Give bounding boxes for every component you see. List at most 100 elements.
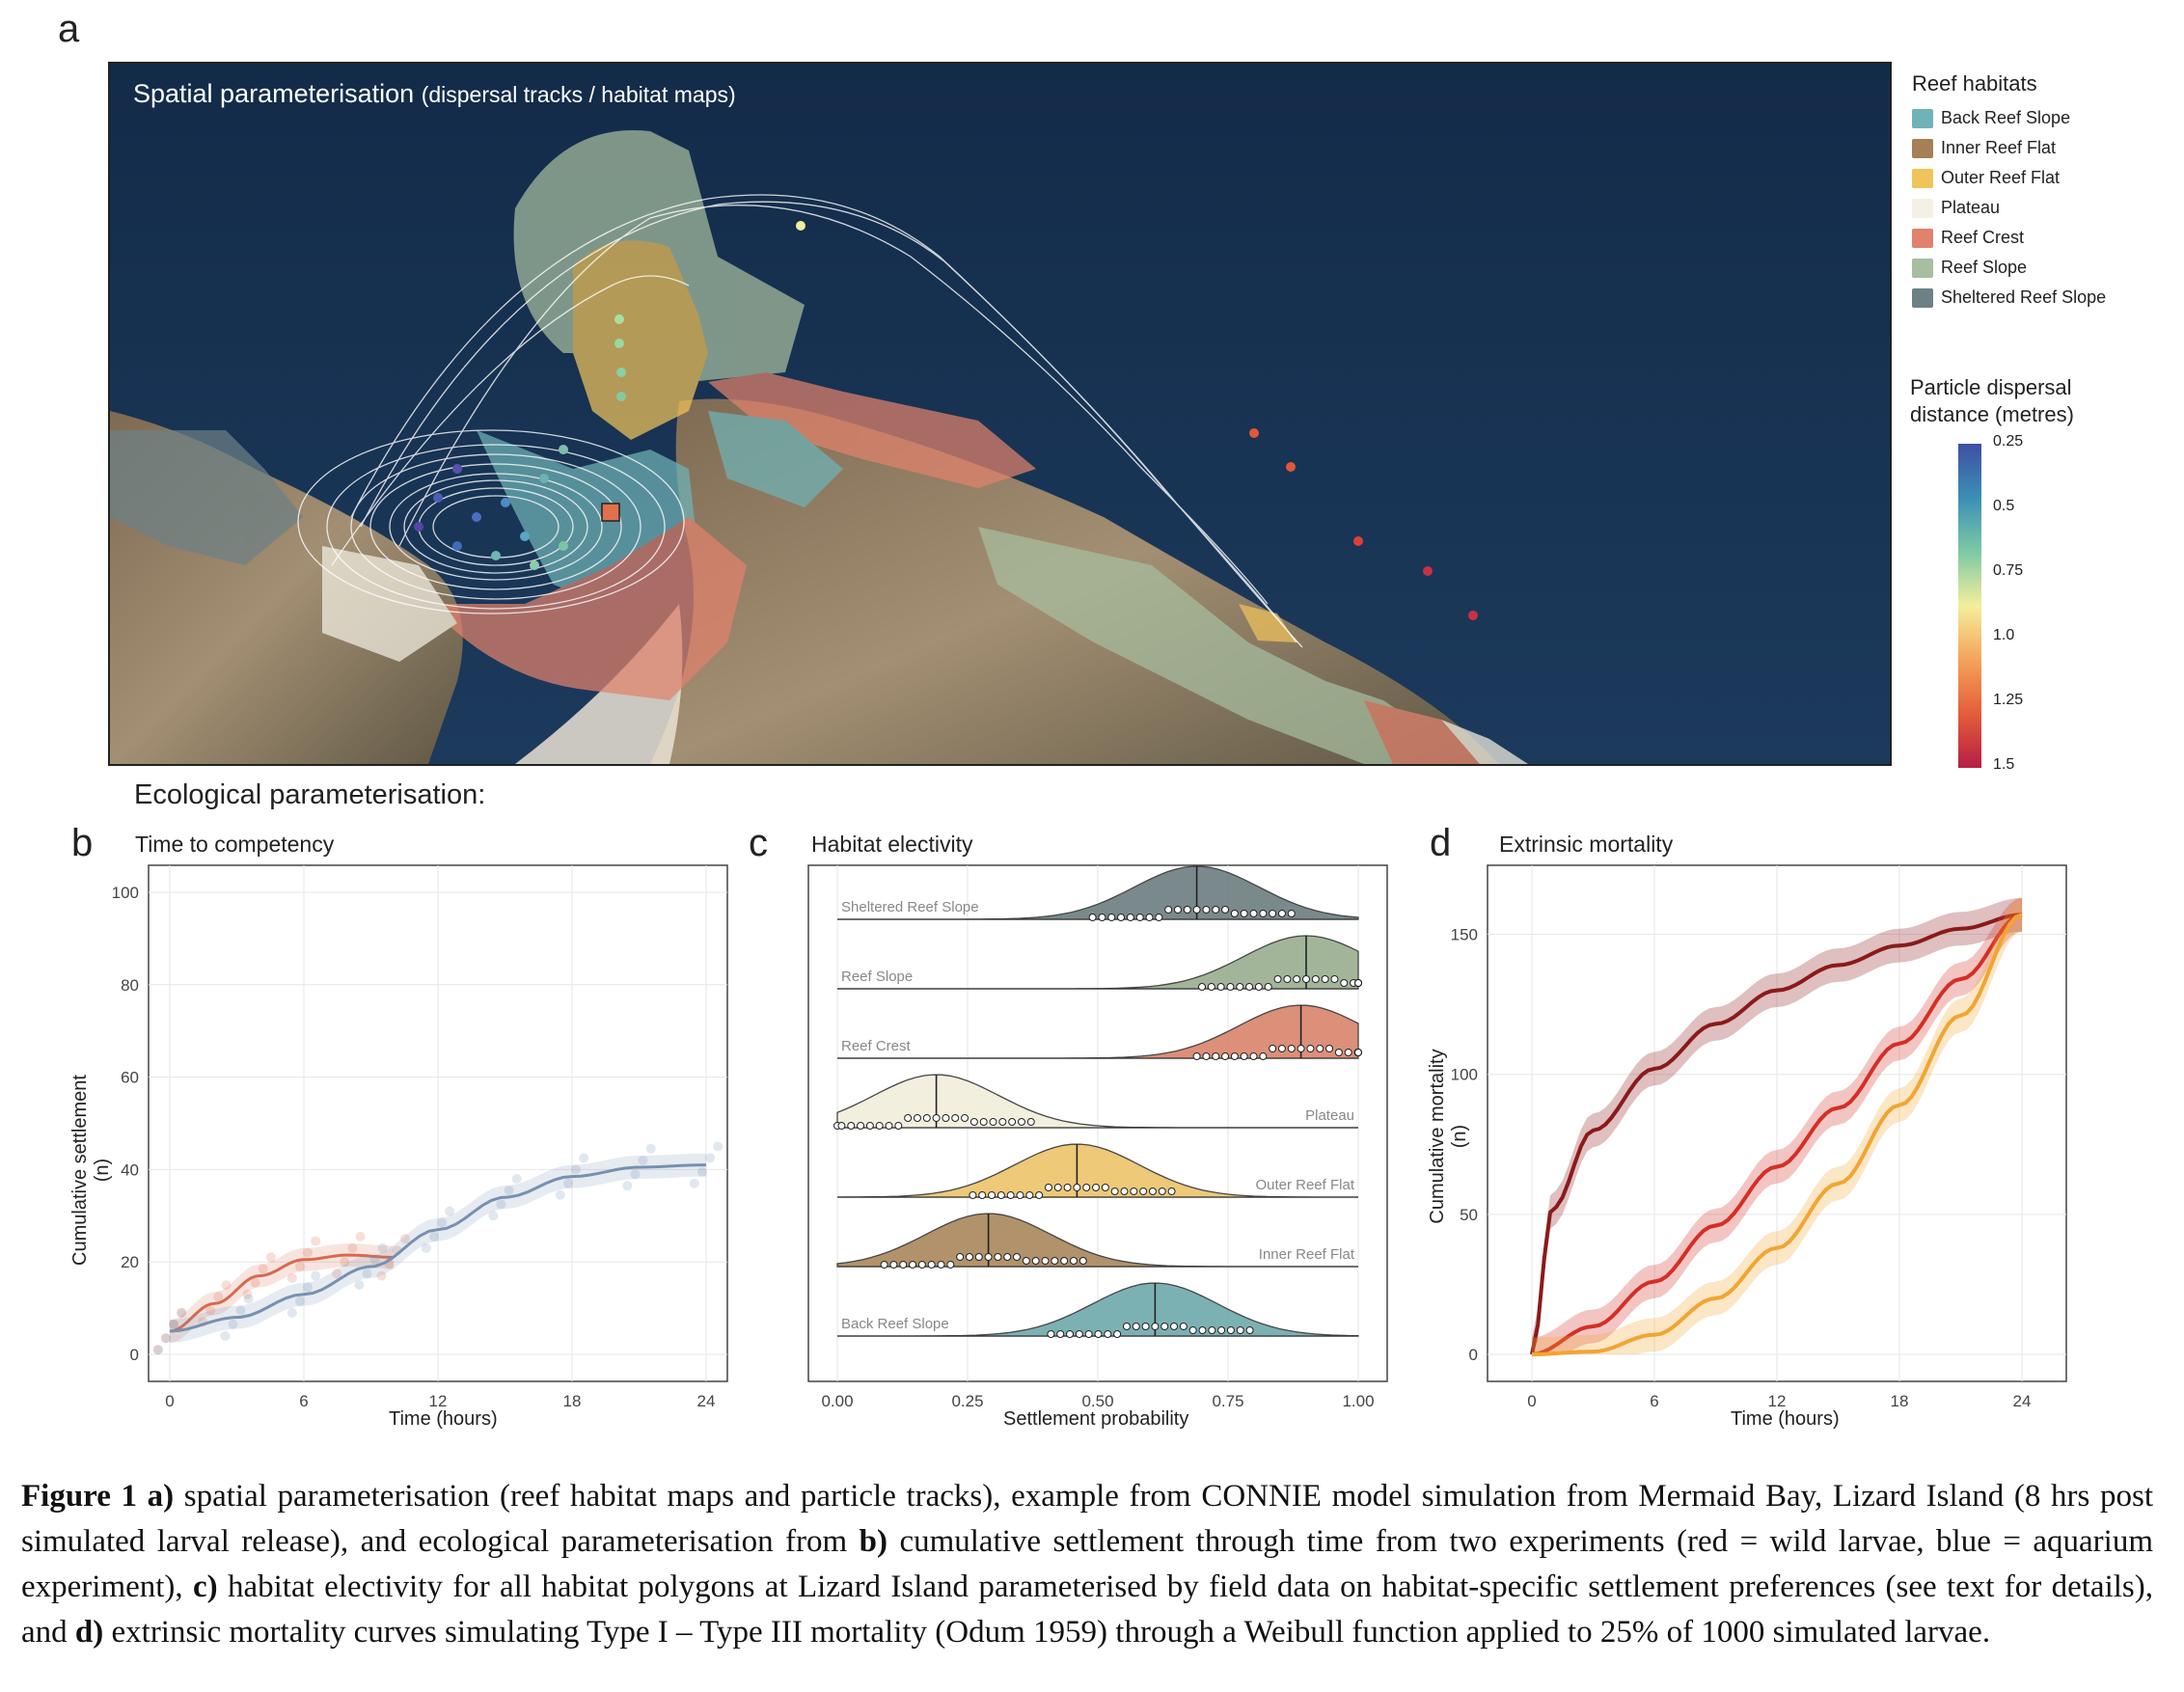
jitter-point [1126,914,1134,921]
data-point [152,1345,163,1355]
jitter-point [1060,1257,1069,1265]
jitter-point [1188,1326,1197,1334]
x-tick-label: 0.50 [1081,1392,1113,1410]
jitter-point [1273,975,1282,983]
y-tick-label: 20 [121,1253,139,1271]
jitter-point [1183,906,1191,914]
ridge-label: Inner Reef Flat [1259,1246,1355,1263]
y-tick-label: 60 [121,1069,139,1087]
jitter-point [913,1114,921,1122]
jitter-point [1221,906,1230,914]
legend-swatch [1912,139,1933,159]
jitter-point [847,1122,856,1130]
legend-label: Reef Slope [1941,258,2028,277]
jitter-point [880,1261,888,1269]
ridge-label: Plateau [1305,1107,1354,1124]
data-point [177,1307,187,1318]
jitter-point [909,1261,917,1269]
jitter-point [1344,1049,1352,1056]
jitter-point [989,1118,997,1126]
jitter-point [1316,1045,1324,1052]
data-point [377,1242,388,1253]
jitter-point [994,1253,1002,1261]
jitter-point [1192,906,1201,914]
data-point [243,1294,254,1304]
legend-item-reef-slope: Reef Slope [1912,258,2027,283]
data-point [340,1257,350,1268]
map-title-sub: (dispersal tracks / habitat maps) [421,82,736,107]
jitter-point [1022,1257,1030,1265]
legend-title: Reef habitats [1912,71,2037,96]
jitter-point [1088,914,1097,921]
confidence-band [170,1243,394,1343]
data-point [622,1181,633,1191]
colorbar-title-line2: distance (metres) [1910,402,2074,426]
legend-label: Reef Crest [1941,228,2025,247]
data-point [160,1333,171,1344]
jitter-point [837,1122,846,1130]
jitter-point [946,1261,955,1269]
jitter-point [1230,910,1239,917]
legend-item-inner-reef-flat: Inner Reef Flat [1912,138,2056,163]
jitter-point [1354,979,1362,987]
jitter-point [1155,914,1163,921]
panel-c-title: Habitat electivity [811,832,973,857]
jitter-point [1098,914,1106,921]
jitter-point [1198,1326,1207,1334]
jitter-point [1035,1191,1044,1199]
jitter-point [1325,1045,1334,1052]
x-tick-label: 12 [429,1392,448,1410]
legend-label: Plateau [1941,198,2001,217]
series-line [1531,913,2023,1356]
caption-text-4: extrinsic mortality curves simulating Ty… [103,1615,1991,1650]
panel-d-title: Extrinsic mortality [1499,832,1674,857]
jitter-point [1230,1052,1239,1060]
data-point [511,1173,522,1184]
jitter-point [1031,1257,1040,1265]
jitter-point [937,1261,945,1269]
series-line [1531,913,2023,1356]
jitter-point [1026,1118,1035,1126]
x-tick-label: 0 [165,1392,174,1410]
map-title-main: Spatial parameterisation [133,79,415,108]
legend-label: Back Reef Slope [1941,108,2071,127]
jitter-point [1078,1257,1087,1265]
jitter-point [1208,1326,1216,1334]
ridge-label: Outer Reef Flat [1255,1177,1354,1193]
jitter-point [1107,914,1116,921]
colorbar-tick: 1.25 [1993,692,2024,708]
jitter-point [1092,1184,1101,1191]
data-point [376,1270,387,1281]
jitter-point [1170,1323,1179,1330]
caption-text-3: habitat electivity for all habitat polyg… [21,1569,2153,1650]
data-point [421,1242,431,1253]
data-point [250,1277,260,1288]
panel-b-title: Time to competency [135,832,335,857]
jitter-point [1354,1049,1362,1056]
jitter-point [1006,1191,1015,1199]
x-tick-label: 1.00 [1342,1392,1374,1410]
jitter-point [1017,1118,1025,1126]
ridge-density [836,1143,1358,1198]
jitter-point [1254,983,1263,991]
jitter-point [1016,1191,1024,1199]
legend-swatch [1912,169,1933,189]
jitter-point [1240,1052,1248,1060]
habitat-map: Spatial parameterisation (dispersal trac… [108,62,1892,766]
jitter-point [1283,975,1292,983]
jitter-point [1264,983,1272,991]
jitter-point [857,1122,865,1130]
jitter-point [1226,1326,1235,1334]
jitter-point [894,1122,903,1130]
data-point [705,1153,716,1163]
habitat-polygons [110,130,1528,764]
jitter-point [904,1114,913,1122]
jitter-point [1101,1184,1109,1191]
data-point [287,1272,297,1283]
ridge-density [837,1282,1359,1337]
data-point [645,1143,656,1154]
legend-swatch [1912,259,1933,279]
jitter-point [951,1114,960,1122]
jitter-point [978,1191,987,1199]
legend-item-reef-crest: Reef Crest [1912,228,2024,253]
